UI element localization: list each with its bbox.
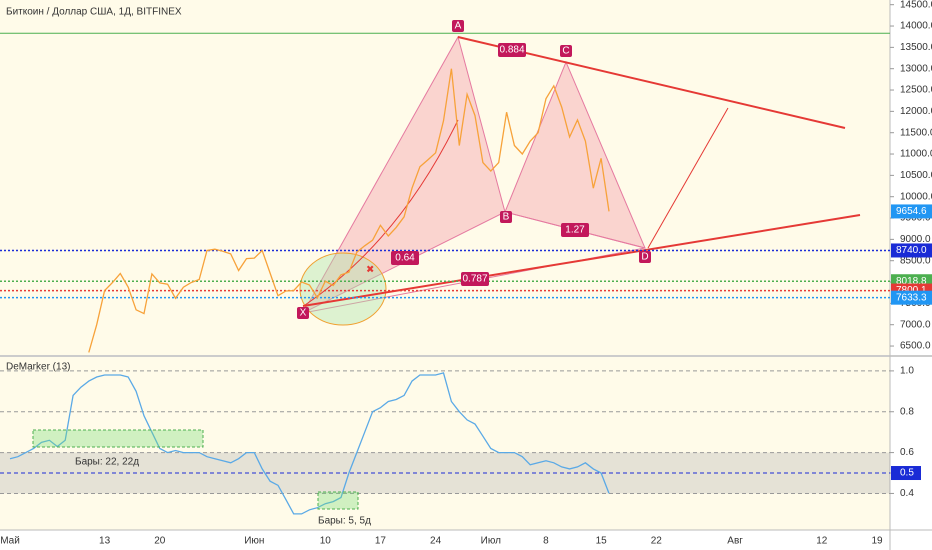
pattern-point-box (560, 45, 572, 57)
y-tick-label: 8500.0 (900, 255, 931, 266)
y-tick-label: 12500.0 (900, 85, 932, 96)
y-tick-label: 14500.0 (900, 0, 932, 10)
trend-line-lower (302, 214, 861, 307)
series-line (9, 372, 610, 515)
x-tick-label: 8 (543, 536, 549, 547)
level-label: 7633.3 (896, 292, 927, 303)
ratio-label: 1.27 (565, 225, 585, 236)
measure-box (32, 429, 204, 448)
last-price-label: 9654.6 (896, 206, 927, 217)
y-tick-label: 11500.0 (900, 127, 932, 138)
y-tick-label: 0.8 (900, 406, 914, 417)
y-tick-label: 12000.0 (900, 106, 932, 117)
arrow-up (304, 119, 459, 306)
measure-box (317, 491, 359, 510)
pattern-point-box (639, 251, 651, 263)
x-tick-label: 15 (596, 536, 608, 547)
y-tick-label: 6500.0 (900, 341, 931, 352)
y-tick-label: 13000.0 (900, 63, 932, 74)
pattern-point-box (297, 307, 309, 319)
pattern-point-box (500, 211, 512, 223)
ratio-box (498, 43, 526, 57)
y-tick-label: 1.0 (900, 366, 914, 377)
y-tick-label: 0.5 (900, 468, 914, 479)
cross-mark: ✖ (366, 265, 374, 276)
x-tick-label: 24 (430, 536, 442, 547)
y-tick-label: 11000.0 (900, 149, 932, 160)
measure-label: Бары: 22, 22д (75, 457, 139, 468)
indicator-pane (0, 357, 890, 530)
pattern-point: X (300, 308, 307, 319)
pattern-point: D (641, 252, 648, 263)
last-price-box (891, 204, 932, 219)
level-label-box (891, 243, 932, 258)
level-label: 8018.8 (896, 276, 927, 287)
x-tick-label: 22 (651, 536, 663, 547)
y-tick-label: 0.6 (900, 447, 914, 458)
series-line (88, 68, 610, 353)
y-tick-label: 9000.0 (900, 234, 931, 245)
x-tick-label: Май (0, 536, 20, 547)
ratio-label: 0.884 (499, 45, 524, 56)
zone-ellipse (299, 252, 387, 326)
tick-highlight (891, 466, 921, 481)
ratio-box (391, 251, 419, 265)
y-tick-label: 7000.0 (900, 319, 931, 330)
level-label: 8740.0 (896, 245, 927, 256)
ratio-label: 0.787 (462, 274, 487, 285)
level-label-box (891, 290, 932, 305)
y-tick-label: 14000.0 (900, 21, 932, 32)
measure-label: Бары: 5, 5д (318, 516, 371, 527)
chart-title: Биткоин / Доллар США, 1Д, BITFINEX (6, 7, 182, 18)
x-tick-label: 19 (871, 536, 883, 547)
ratio-label: 0.64 (395, 253, 415, 264)
y-tick-label: 10000.0 (900, 191, 932, 202)
arrow-projection (647, 107, 729, 249)
x-tick-label: Июн (244, 536, 264, 547)
y-tick-label: 13500.0 (900, 42, 932, 53)
x-tick-label: Авг (727, 536, 743, 547)
ratio-box (461, 272, 489, 286)
x-tick-label: 12 (816, 536, 828, 547)
pattern-point: C (562, 46, 569, 57)
x-tick-label: 10 (320, 536, 332, 547)
y-tick-label: 10500.0 (900, 170, 932, 181)
ratio-box (561, 223, 589, 237)
pattern-point-box (452, 20, 464, 32)
indicator-title: DeMarker (13) (6, 362, 70, 373)
x-tick-label: 13 (99, 536, 111, 547)
x-tick-label: Июл (481, 536, 501, 547)
pattern-point: A (455, 21, 462, 32)
x-tick-label: 17 (375, 536, 387, 547)
y-tick-label: 0.4 (900, 488, 914, 499)
x-tick-label: 20 (154, 536, 166, 547)
pattern-point: B (503, 212, 510, 223)
